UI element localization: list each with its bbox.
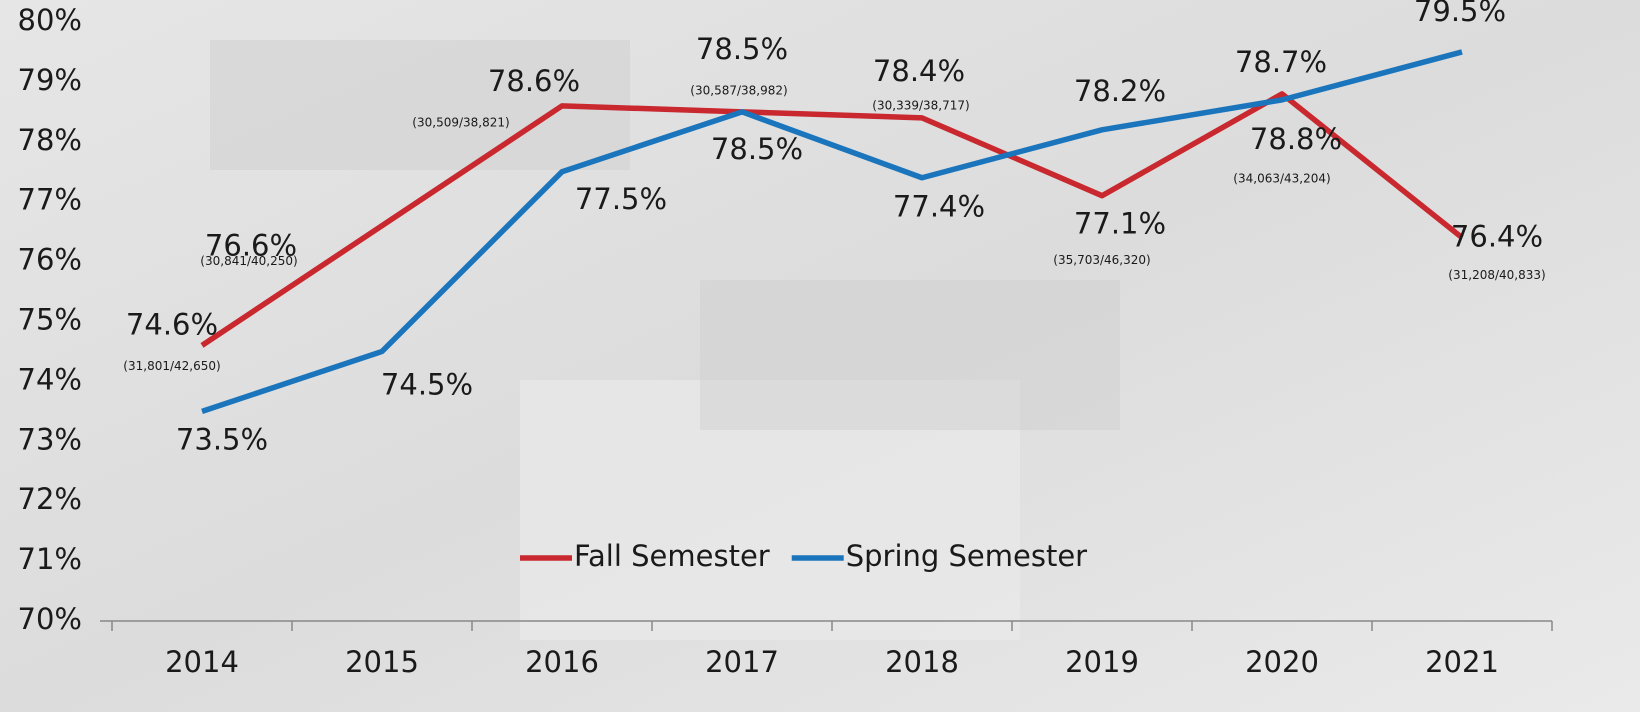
y-tick-label: 71% <box>18 542 82 576</box>
series-line <box>201 49 1463 414</box>
data-label: 78.8% <box>1250 122 1342 156</box>
x-tick-label: 2016 <box>525 645 599 679</box>
fraction-label: (30,339/38,717) <box>872 98 969 112</box>
data-label: 78.2% <box>1074 74 1166 108</box>
x-tick-label: 2017 <box>705 645 779 679</box>
data-label: 78.6% <box>488 64 580 98</box>
data-label: 78.4% <box>873 54 965 88</box>
fraction-label: (30,509/38,821) <box>412 115 509 129</box>
y-tick-label: 80% <box>18 3 82 37</box>
data-label: 76.4% <box>1451 220 1543 254</box>
x-tick-label: 2020 <box>1245 645 1319 679</box>
y-tick-label: 74% <box>18 362 82 396</box>
y-tick-label: 75% <box>18 303 82 337</box>
data-label: 78.5% <box>696 32 788 66</box>
series-line <box>200 91 1464 348</box>
fraction-label: (31,208/40,833) <box>1448 268 1545 282</box>
x-tick-label: 2018 <box>885 645 959 679</box>
y-tick-label: 77% <box>18 183 82 217</box>
y-tick-label: 70% <box>18 602 82 636</box>
fraction-label: (31,801/42,650) <box>123 359 220 373</box>
data-label: 78.7% <box>1235 45 1327 79</box>
x-tick-label: 2019 <box>1065 645 1139 679</box>
fraction-label: (35,703/46,320) <box>1053 253 1150 267</box>
fraction-label: (30,587/38,982) <box>690 83 787 97</box>
data-label: 77.4% <box>893 190 985 224</box>
background-building <box>700 280 1120 430</box>
fraction-label: (34,063/43,204) <box>1233 171 1330 185</box>
data-label: 76.6% <box>205 229 297 263</box>
data-label: 77.1% <box>1074 207 1166 241</box>
y-tick-label: 73% <box>18 422 82 456</box>
data-label: 78.5% <box>711 132 803 166</box>
x-tick-label: 2015 <box>345 645 419 679</box>
y-tick-label: 76% <box>18 243 82 277</box>
y-tick-label: 72% <box>18 482 82 516</box>
legend-label: Fall Semester <box>574 539 770 573</box>
legend-label: Spring Semester <box>846 539 1087 573</box>
data-label: 74.5% <box>381 367 473 401</box>
data-label: 74.6% <box>126 307 218 341</box>
x-tick-label: 2021 <box>1425 645 1499 679</box>
data-label: 73.5% <box>176 422 268 456</box>
data-label: 77.5% <box>575 182 667 216</box>
y-tick-label: 79% <box>18 63 82 97</box>
y-tick-label: 78% <box>18 123 82 157</box>
x-tick-label: 2014 <box>165 645 239 679</box>
fraction-label: (30,841/40,250) <box>200 254 297 268</box>
data-label: 79.5% <box>1414 0 1506 28</box>
